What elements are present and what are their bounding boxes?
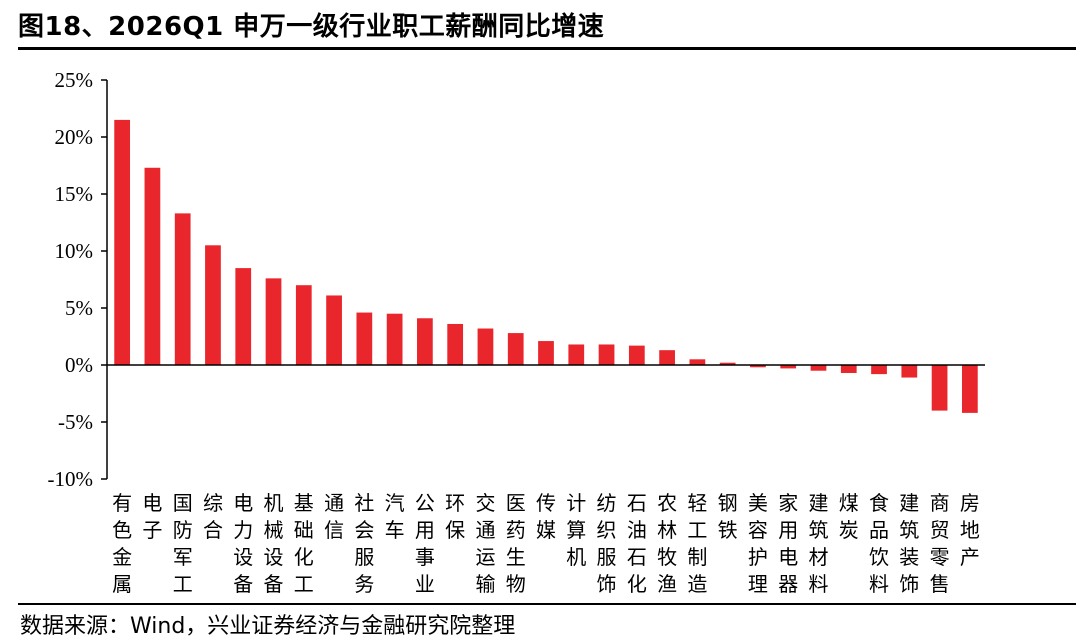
category-label: 公用事业 bbox=[415, 491, 435, 596]
category-label: 通信 bbox=[324, 491, 344, 542]
category-label: 房地产 bbox=[960, 491, 980, 569]
category-label: 综合 bbox=[203, 491, 223, 542]
y-tick-label: 25% bbox=[55, 68, 94, 92]
bar-4 bbox=[205, 245, 221, 365]
bar-10 bbox=[386, 313, 403, 365]
category-label: 医药生物 bbox=[506, 491, 526, 596]
bar-11 bbox=[417, 318, 433, 365]
y-tick-label: -5% bbox=[58, 410, 93, 434]
bar-1 bbox=[114, 119, 131, 366]
bar-20 bbox=[689, 359, 706, 365]
source-divider bbox=[18, 603, 1076, 605]
y-axis: 25% 20% 15% 10% 5% 0% -5% -10% bbox=[48, 68, 108, 491]
category-label: 机械设备 bbox=[264, 491, 284, 596]
category-label: 农林牧渔 bbox=[657, 491, 677, 596]
category-label: 建筑材料 bbox=[808, 491, 828, 596]
category-label: 电子 bbox=[142, 491, 162, 542]
bar-29 bbox=[961, 365, 978, 413]
category-label: 轻工制造 bbox=[687, 491, 707, 596]
bar-19 bbox=[659, 350, 675, 365]
bar-17 bbox=[598, 344, 615, 365]
bar-28 bbox=[931, 365, 948, 411]
category-label: 食品饮料 bbox=[869, 491, 889, 596]
bar-5 bbox=[235, 268, 252, 365]
y-tick-label: 0% bbox=[65, 353, 93, 377]
y-tick-label: -10% bbox=[48, 467, 94, 491]
bars bbox=[114, 119, 978, 413]
bar-27 bbox=[901, 365, 918, 378]
category-label: 商贸零售 bbox=[930, 491, 950, 596]
bar-6 bbox=[265, 278, 282, 365]
bar-13 bbox=[477, 328, 494, 365]
category-label: 煤炭 bbox=[839, 491, 859, 542]
category-label: 环保 bbox=[445, 491, 465, 542]
bar-21 bbox=[719, 362, 736, 365]
category-label: 建筑装饰 bbox=[899, 491, 919, 596]
bar-chart: 25% 20% 15% 10% 5% 0% -5% -10% 有色金属电子国防军工综合电力设备… bbox=[48, 68, 985, 596]
bar-7 bbox=[295, 285, 312, 365]
bar-8 bbox=[326, 295, 342, 365]
category-label: 钢铁 bbox=[718, 491, 738, 542]
category-label: 石油石化 bbox=[627, 491, 647, 596]
category-label: 计算机 bbox=[566, 491, 586, 569]
bar-3 bbox=[174, 213, 191, 365]
category-label: 传媒 bbox=[536, 491, 556, 542]
category-label: 国防军工 bbox=[173, 491, 193, 596]
bar-9 bbox=[356, 312, 373, 365]
category-labels: 有色金属电子国防军工综合电力设备机械设备基础化工通信社会服务汽车公用事业环保交通… bbox=[112, 491, 980, 596]
category-label: 有色金属 bbox=[112, 491, 132, 596]
bar-24 bbox=[810, 365, 827, 371]
bar-15 bbox=[538, 341, 554, 365]
category-label: 电力设备 bbox=[233, 491, 253, 596]
category-label: 社会服务 bbox=[354, 491, 374, 596]
source-note: 数据来源：Wind，兴业证券经济与金融研究院整理 bbox=[20, 614, 516, 639]
category-label: 家用电器 bbox=[778, 491, 798, 596]
category-label: 汽车 bbox=[385, 491, 405, 542]
bar-2 bbox=[144, 167, 161, 365]
y-tick-label: 15% bbox=[55, 182, 94, 206]
y-tick-label: 5% bbox=[65, 296, 93, 320]
chart-title: 图18、2026Q1 申万一级行业职工薪酬同比增速 bbox=[18, 12, 605, 42]
bar-12 bbox=[447, 323, 464, 365]
bar-22 bbox=[750, 365, 766, 368]
bar-23 bbox=[780, 365, 797, 369]
bar-25 bbox=[840, 365, 857, 373]
category-label: 基础化工 bbox=[294, 491, 314, 596]
bar-14 bbox=[507, 333, 524, 365]
title-divider bbox=[18, 47, 1076, 50]
category-label: 纺织服饰 bbox=[597, 491, 617, 596]
category-label: 交通运输 bbox=[475, 491, 495, 596]
bar-18 bbox=[628, 345, 645, 365]
bar-16 bbox=[568, 344, 585, 365]
category-label: 美容护理 bbox=[748, 491, 768, 596]
y-tick-label: 10% bbox=[55, 239, 94, 263]
bar-26 bbox=[871, 365, 887, 375]
y-tick-label: 20% bbox=[55, 125, 94, 149]
